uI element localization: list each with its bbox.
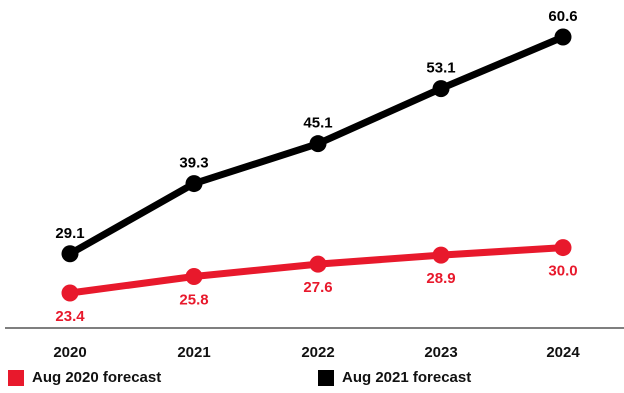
legend-swatch-aug-2021 xyxy=(318,369,334,386)
legend-item-aug-2020: Aug 2020 forecast xyxy=(8,369,161,386)
legend-label-aug-2020: Aug 2020 forecast xyxy=(32,369,162,386)
data-label-aug-2021-2022: 45.1 xyxy=(303,115,332,132)
data-label-aug-2021-2020: 29.1 xyxy=(55,225,84,242)
point-aug-2020-2021 xyxy=(185,267,203,285)
legend-label-aug-2021: Aug 2021 forecast xyxy=(342,369,472,386)
data-label-aug-2021-2024: 60.6 xyxy=(548,8,577,25)
x-tick-label-2022: 2022 xyxy=(301,344,334,361)
x-tick-label-2020: 2020 xyxy=(53,344,86,361)
data-label-aug-2020-2020: 23.4 xyxy=(55,308,85,325)
x-tick-label-2021: 2021 xyxy=(177,344,210,361)
x-tick-label-2023: 2023 xyxy=(424,344,457,361)
data-label-aug-2020-2022: 27.6 xyxy=(303,279,332,296)
point-aug-2020-2024 xyxy=(554,239,572,257)
x-tick-label-2024: 2024 xyxy=(546,344,580,361)
data-label-aug-2021-2021: 39.3 xyxy=(179,155,208,172)
point-aug-2020-2020 xyxy=(61,284,79,302)
point-aug-2020-2023 xyxy=(432,246,450,264)
data-label-aug-2020-2024: 30.0 xyxy=(548,263,577,280)
data-label-aug-2020-2023: 28.9 xyxy=(426,270,455,287)
point-aug-2021-2020 xyxy=(61,245,79,263)
point-aug-2021-2023 xyxy=(432,80,450,98)
point-aug-2021-2021 xyxy=(185,175,203,193)
data-label-aug-2021-2023: 53.1 xyxy=(426,60,455,77)
point-aug-2021-2024 xyxy=(554,28,572,46)
data-label-aug-2020-2021: 25.8 xyxy=(179,291,208,308)
legend-item-aug-2021: Aug 2021 forecast xyxy=(318,369,471,386)
point-aug-2020-2022 xyxy=(309,255,327,273)
point-aug-2021-2022 xyxy=(309,135,327,153)
legend-swatch-aug-2020 xyxy=(8,369,24,386)
